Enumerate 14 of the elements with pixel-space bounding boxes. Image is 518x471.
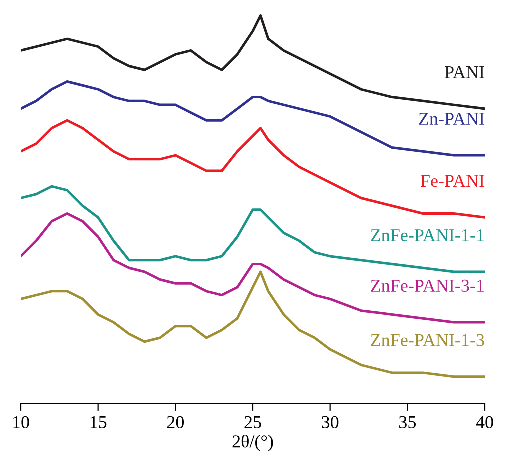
x-tick-label: 15 <box>90 416 107 429</box>
series-label: ZnFe-PANI-1-3 <box>371 334 484 346</box>
series-label: PANI <box>445 66 484 78</box>
x-tick-label: 30 <box>322 416 339 429</box>
x-tick-label: 40 <box>476 416 494 429</box>
series-label: Fe-PANI <box>420 175 484 188</box>
series-label: Zn-PANI <box>419 113 484 125</box>
x-tick-label: 20 <box>167 416 184 429</box>
x-tick-label: 10 <box>14 416 30 429</box>
x-axis-title: 2θ/(°) <box>232 434 274 452</box>
x-tick-label: 35 <box>400 416 416 429</box>
series-label: ZnFe-PANI-3-1 <box>371 280 484 292</box>
x-tick-label: 25 <box>244 416 262 429</box>
series-label: ZnFe-PANI-1-1 <box>371 229 484 242</box>
